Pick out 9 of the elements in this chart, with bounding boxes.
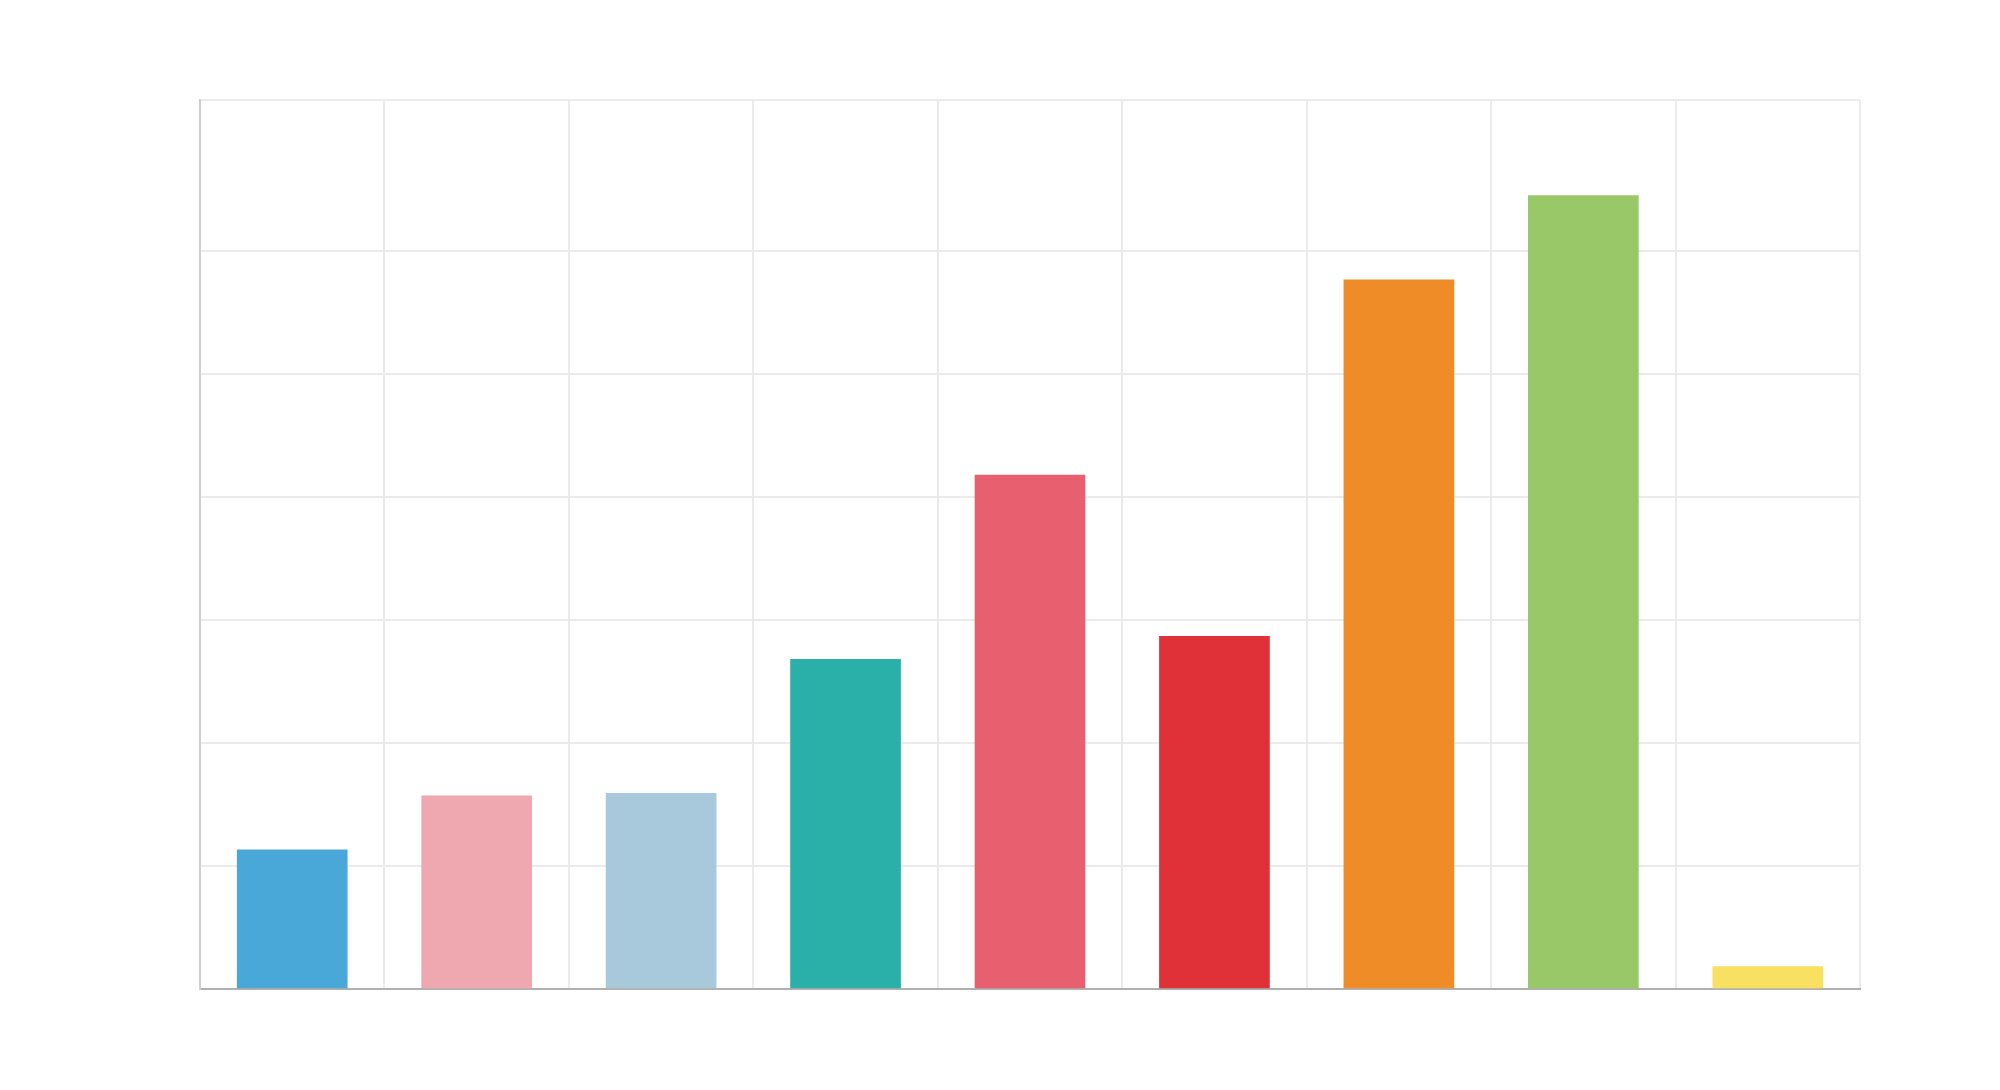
bar [421, 795, 532, 989]
bar [1712, 966, 1824, 989]
bar [1159, 635, 1270, 989]
bar [1528, 195, 1639, 989]
bar [605, 793, 717, 989]
bar [1343, 279, 1455, 989]
bar [974, 474, 1086, 989]
bar [236, 849, 348, 989]
bar [790, 658, 901, 989]
